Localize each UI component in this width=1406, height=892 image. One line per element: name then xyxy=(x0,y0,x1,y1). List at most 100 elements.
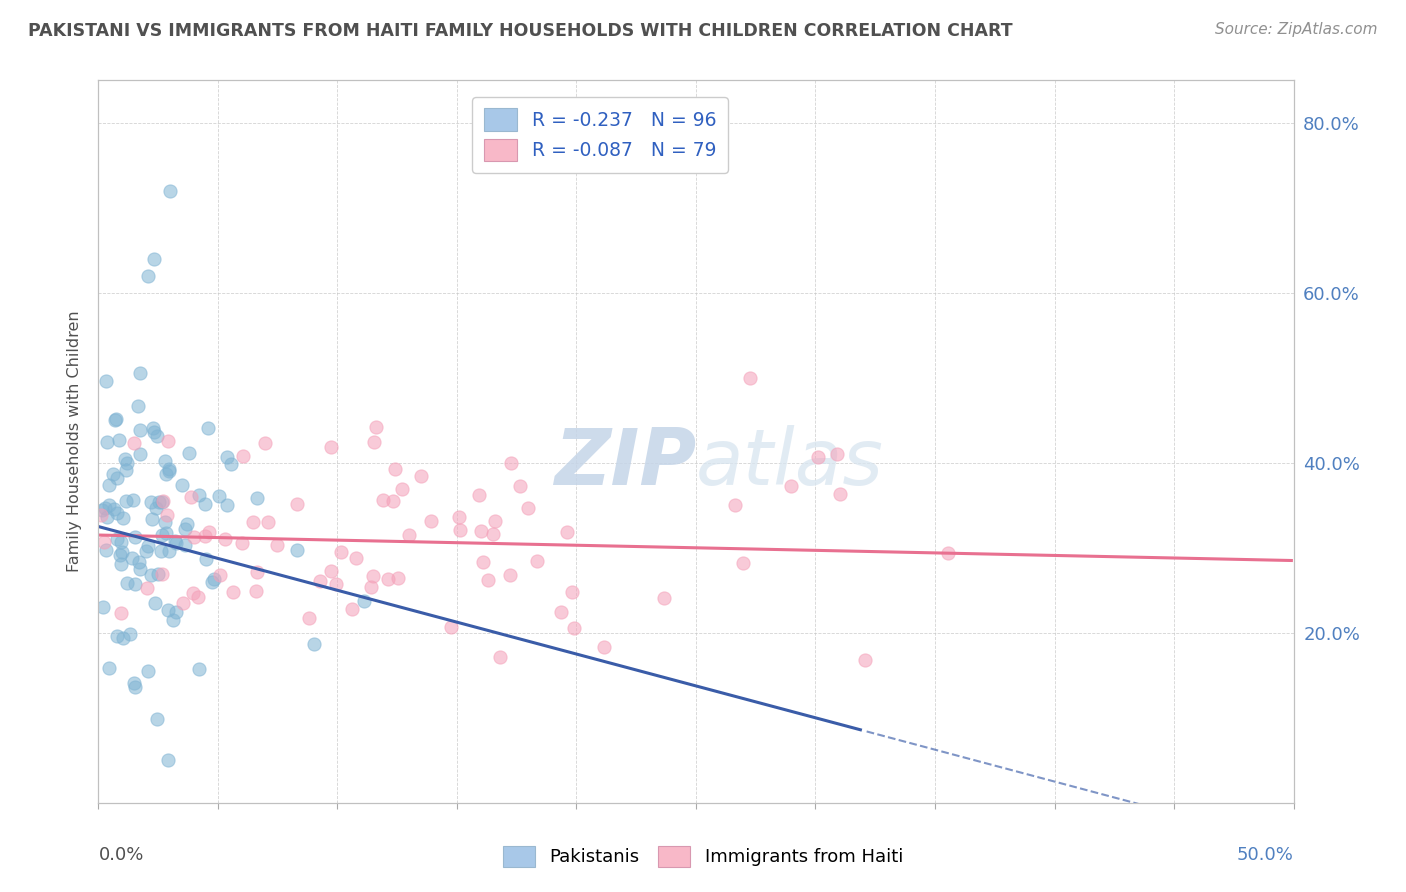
Point xyxy=(201,574,224,589)
Point xyxy=(129,366,152,380)
Point xyxy=(150,566,173,581)
Point xyxy=(98,478,121,492)
Point xyxy=(593,640,616,654)
Point xyxy=(136,664,159,678)
Point xyxy=(136,268,159,283)
Point xyxy=(146,566,169,581)
Point xyxy=(143,425,166,439)
Point xyxy=(165,533,187,548)
Point xyxy=(256,515,278,529)
Point xyxy=(129,447,152,461)
Legend: R = -0.237   N = 96, R = -0.087   N = 79: R = -0.237 N = 96, R = -0.087 N = 79 xyxy=(472,97,728,173)
Point xyxy=(217,450,239,464)
Point xyxy=(94,543,117,558)
Point xyxy=(384,462,406,476)
Point xyxy=(90,508,112,522)
Point xyxy=(242,515,264,529)
Point xyxy=(141,512,163,526)
Point xyxy=(110,557,132,571)
Point xyxy=(165,536,187,550)
Point xyxy=(373,492,395,507)
Point xyxy=(232,449,254,463)
Point xyxy=(391,482,413,496)
Point xyxy=(555,525,578,540)
Point xyxy=(195,551,218,566)
Point xyxy=(181,586,204,600)
Point xyxy=(105,533,128,547)
Point xyxy=(285,497,308,511)
Point xyxy=(309,574,332,588)
Point xyxy=(96,435,118,450)
Point xyxy=(319,565,342,579)
Point xyxy=(197,421,219,435)
Point xyxy=(110,535,132,549)
Point xyxy=(94,501,117,516)
Text: Source: ZipAtlas.com: Source: ZipAtlas.com xyxy=(1215,22,1378,37)
Point xyxy=(156,753,179,767)
Point xyxy=(447,510,470,524)
Point xyxy=(938,546,960,560)
Point xyxy=(219,457,242,471)
Point xyxy=(419,514,441,528)
Point xyxy=(105,629,128,643)
Point xyxy=(501,456,523,470)
Point xyxy=(194,497,217,511)
Point xyxy=(153,454,176,468)
Point xyxy=(142,252,165,266)
Point xyxy=(156,508,179,523)
Point xyxy=(136,582,159,596)
Point xyxy=(516,500,538,515)
Point xyxy=(409,469,432,483)
Point xyxy=(141,568,163,582)
Point xyxy=(122,436,145,450)
Point xyxy=(115,576,138,591)
Point xyxy=(98,498,121,512)
Point xyxy=(124,577,146,591)
Point xyxy=(779,478,801,492)
Point xyxy=(807,450,830,464)
Point xyxy=(214,532,236,546)
Point xyxy=(128,423,150,437)
Point xyxy=(103,467,125,481)
Point xyxy=(731,557,754,571)
Point xyxy=(157,543,180,558)
Point xyxy=(183,530,205,544)
Point xyxy=(135,543,157,558)
Point xyxy=(117,456,139,470)
Point xyxy=(104,412,127,426)
Point xyxy=(90,503,112,517)
Point xyxy=(302,637,325,651)
Point xyxy=(853,653,876,667)
Point xyxy=(159,184,181,198)
Point xyxy=(152,528,174,542)
Point xyxy=(157,464,180,478)
Point xyxy=(155,467,177,482)
Point xyxy=(266,538,288,552)
Point xyxy=(526,554,548,568)
Point xyxy=(120,627,142,641)
Point xyxy=(187,662,209,676)
Point xyxy=(360,581,382,595)
Point xyxy=(146,428,169,442)
Point xyxy=(477,573,499,587)
Point xyxy=(148,495,170,509)
Legend: Pakistanis, Immigrants from Haiti: Pakistanis, Immigrants from Haiti xyxy=(495,838,911,874)
Point xyxy=(128,562,150,576)
Point xyxy=(830,487,852,501)
Point xyxy=(344,550,367,565)
Point xyxy=(110,606,132,620)
Point xyxy=(363,434,385,449)
Text: ZIP: ZIP xyxy=(554,425,696,501)
Point xyxy=(222,585,245,599)
Point xyxy=(194,529,217,543)
Point xyxy=(377,572,399,586)
Point xyxy=(124,676,146,690)
Point xyxy=(146,712,169,726)
Point xyxy=(162,613,184,627)
Point xyxy=(325,576,347,591)
Point xyxy=(471,555,494,569)
Text: 50.0%: 50.0% xyxy=(1237,847,1294,864)
Point xyxy=(94,374,117,388)
Point xyxy=(398,527,420,541)
Point xyxy=(364,419,387,434)
